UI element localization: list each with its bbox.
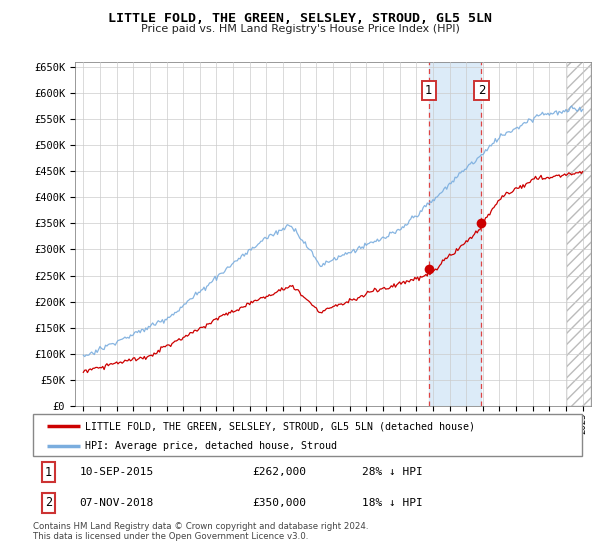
Text: 1: 1 [45,465,52,479]
Text: 1: 1 [425,84,433,97]
Bar [568,62,591,406]
Text: 07-NOV-2018: 07-NOV-2018 [80,498,154,508]
Text: HPI: Average price, detached house, Stroud: HPI: Average price, detached house, Stro… [85,441,337,451]
Text: 28% ↓ HPI: 28% ↓ HPI [362,467,423,477]
Text: 10-SEP-2015: 10-SEP-2015 [80,467,154,477]
Text: £350,000: £350,000 [253,498,307,508]
Text: LITTLE FOLD, THE GREEN, SELSLEY, STROUD, GL5 5LN: LITTLE FOLD, THE GREEN, SELSLEY, STROUD,… [108,12,492,25]
Text: 18% ↓ HPI: 18% ↓ HPI [362,498,423,508]
Text: £262,000: £262,000 [253,467,307,477]
Text: Contains HM Land Registry data © Crown copyright and database right 2024.
This d: Contains HM Land Registry data © Crown c… [33,522,368,542]
Bar [568,62,591,406]
Text: 2: 2 [478,84,485,97]
Text: 2: 2 [45,496,52,509]
Text: Price paid vs. HM Land Registry's House Price Index (HPI): Price paid vs. HM Land Registry's House … [140,24,460,34]
Bar [429,62,481,406]
Text: LITTLE FOLD, THE GREEN, SELSLEY, STROUD, GL5 5LN (detached house): LITTLE FOLD, THE GREEN, SELSLEY, STROUD,… [85,421,475,431]
